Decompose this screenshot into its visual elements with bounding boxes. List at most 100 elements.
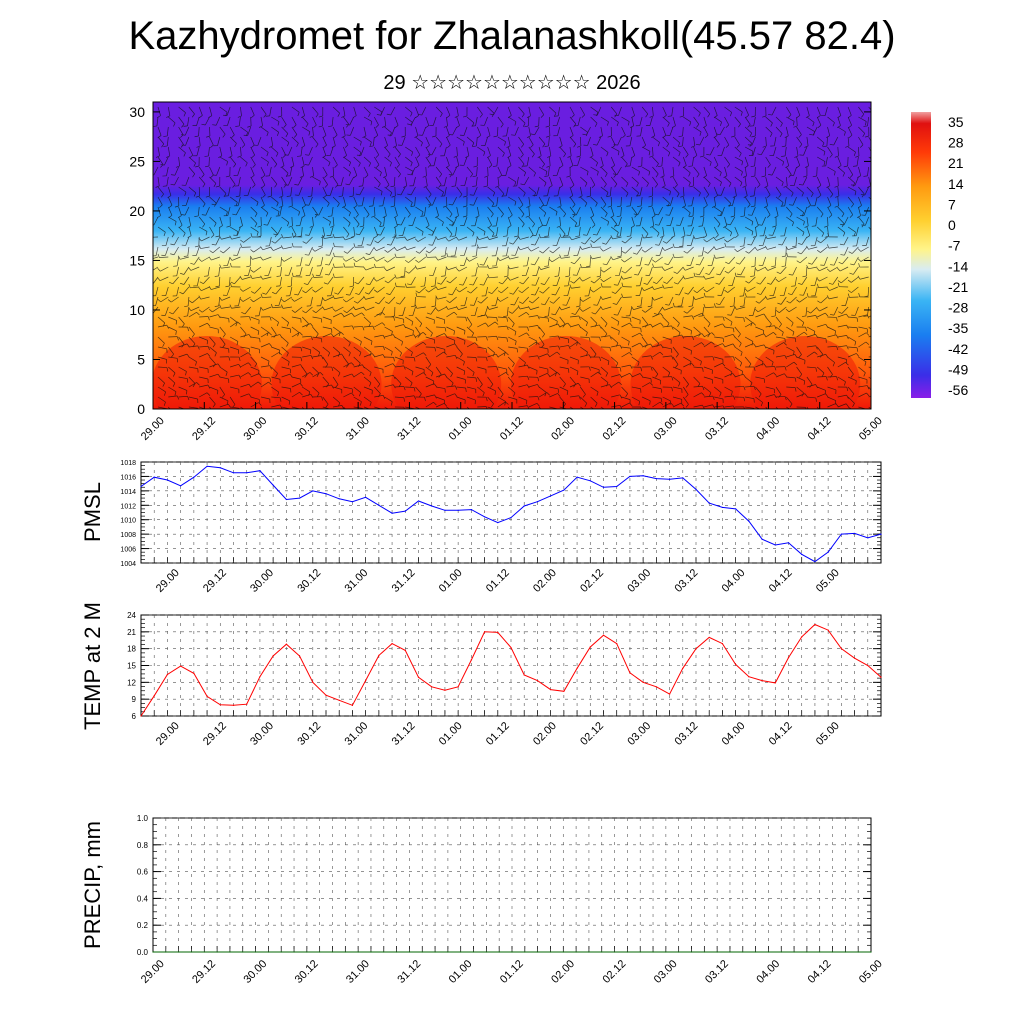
- wind-barb: [318, 206, 324, 216]
- wind-barb-flag: [205, 231, 208, 236]
- wind-barb-flag: [774, 325, 777, 330]
- wind-barb-flag: [463, 370, 466, 375]
- wind-barb-flag: [497, 290, 502, 294]
- wind-barb: [168, 395, 178, 398]
- wind-barb-flag: [835, 195, 840, 198]
- wind-barb: [744, 376, 753, 383]
- wind-barb-flag: [377, 383, 381, 388]
- wind-barb-flag: [577, 412, 578, 416]
- wind-barb-flag: [485, 322, 489, 327]
- wind-barb: [734, 326, 741, 335]
- wind-barb: [785, 156, 790, 166]
- wind-barb: [837, 126, 846, 133]
- wind-barb: [796, 366, 803, 375]
- wind-barb: [260, 332, 269, 338]
- wind-barb: [816, 406, 820, 409]
- wind-barb-flag: [613, 284, 618, 286]
- wind-barb: [832, 276, 839, 285]
- wind-barb: [734, 316, 744, 319]
- wind-barb-flag: [803, 175, 808, 178]
- wind-barb: [827, 186, 834, 195]
- wind-barb: [484, 136, 488, 146]
- wind-barb: [796, 393, 806, 398]
- wind-barb-flag: [291, 272, 294, 277]
- wind-barb: [310, 296, 313, 306]
- wind-barb-flag: [208, 285, 212, 290]
- wind-barb: [301, 206, 306, 216]
- wind-barb: [786, 166, 792, 175]
- wind-barb: [365, 296, 375, 300]
- wind-barb-flag: [756, 293, 761, 295]
- wind-barb: [693, 356, 702, 362]
- wind-barb-flag: [311, 248, 316, 252]
- wind-barb-flag: [446, 300, 450, 303]
- wind-barb: [672, 166, 675, 176]
- wind-barb-flag: [698, 112, 701, 117]
- wind-barb: [291, 391, 300, 398]
- wind-barb-flag: [866, 314, 870, 319]
- wind-barb: [342, 186, 344, 196]
- wind-barb: [728, 256, 736, 264]
- colorbar-label: 35: [948, 114, 964, 130]
- wind-barb: [682, 136, 684, 146]
- data-point: [853, 657, 856, 659]
- wind-barb: [435, 166, 442, 175]
- wind-barb-flag: [334, 292, 339, 295]
- wind-barb-flag: [174, 205, 179, 208]
- wind-barb-flag: [265, 212, 269, 217]
- wind-barb: [307, 276, 313, 285]
- wind-barb-flag: [852, 403, 855, 407]
- wind-barb-flag: [704, 251, 709, 254]
- wind-barb: [600, 335, 610, 338]
- wind-barb: [784, 146, 787, 156]
- colorbar-label: -21: [948, 279, 968, 295]
- wind-barb-flag: [455, 165, 460, 169]
- wind-barb-flag: [845, 362, 849, 366]
- wind-barb: [312, 386, 320, 394]
- wind-barb-flag: [541, 163, 545, 168]
- wind-barb-flag: [531, 153, 535, 158]
- wind-barb: [291, 226, 297, 236]
- wind-barb: [229, 321, 238, 328]
- wind-barb: [477, 146, 486, 153]
- wind-barb: [611, 146, 620, 152]
- wind-barb-flag: [453, 412, 454, 416]
- wind-barb-flag: [207, 353, 211, 357]
- wind-barb: [631, 176, 639, 184]
- wind-barb: [216, 166, 221, 176]
- wind-barb: [209, 373, 219, 378]
- wind-barb: [772, 226, 777, 236]
- y-tick-label: 1004: [120, 561, 136, 568]
- wind-barb-flag: [428, 244, 433, 246]
- wind-barb-flag: [610, 256, 614, 260]
- x-tick-label: 01.00: [437, 567, 465, 595]
- wind-barb: [672, 316, 680, 324]
- wind-barb: [639, 116, 643, 126]
- wind-barb-flag: [877, 313, 880, 316]
- wind-barb: [425, 176, 428, 186]
- y-tick-label: 1018: [120, 460, 136, 467]
- wind-barb-flag: [331, 145, 336, 149]
- wind-barb: [620, 206, 622, 216]
- wind-barb: [217, 136, 221, 146]
- wind-barb: [518, 106, 525, 115]
- wind-barb-flag: [852, 182, 856, 187]
- wind-barb: [554, 306, 561, 316]
- wind-barb-flag: [250, 274, 253, 279]
- wind-barb-flag: [168, 204, 173, 209]
- wind-barb: [803, 206, 808, 216]
- x-tick-label: 30.00: [248, 567, 276, 595]
- wind-barb-flag: [538, 233, 541, 238]
- wind-barb-flag: [258, 402, 262, 406]
- wind-barb: [198, 166, 205, 175]
- wind-barb-flag: [381, 125, 386, 128]
- wind-barb: [415, 316, 423, 324]
- wind-barb-flag: [328, 125, 333, 127]
- wind-barb-flag: [285, 133, 289, 138]
- wind-barb-flag: [287, 222, 290, 227]
- wind-barb-flag: [284, 184, 289, 186]
- wind-barb-flag: [559, 233, 562, 238]
- wind-barb: [721, 206, 725, 216]
- wind-barb-flag: [832, 362, 835, 367]
- wind-barb-flag: [187, 225, 191, 228]
